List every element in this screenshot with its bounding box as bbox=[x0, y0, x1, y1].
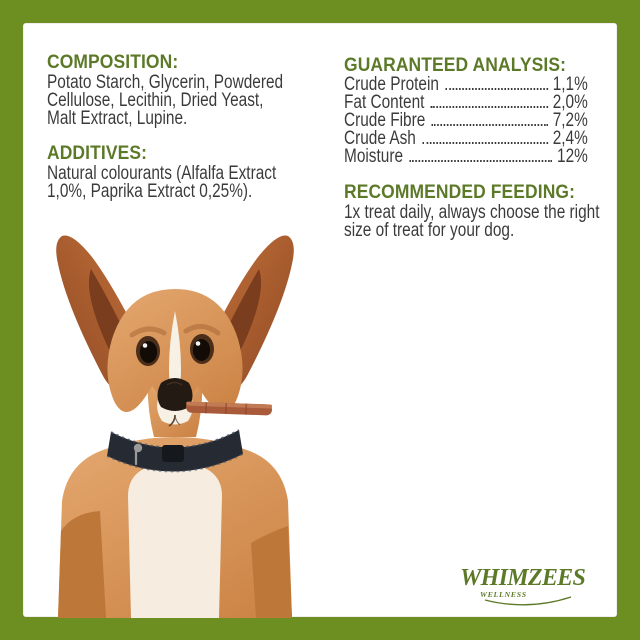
svg-text:WELLNESS: WELLNESS bbox=[480, 590, 527, 599]
svg-text:WHIMZEES: WHIMZEES bbox=[460, 565, 585, 591]
